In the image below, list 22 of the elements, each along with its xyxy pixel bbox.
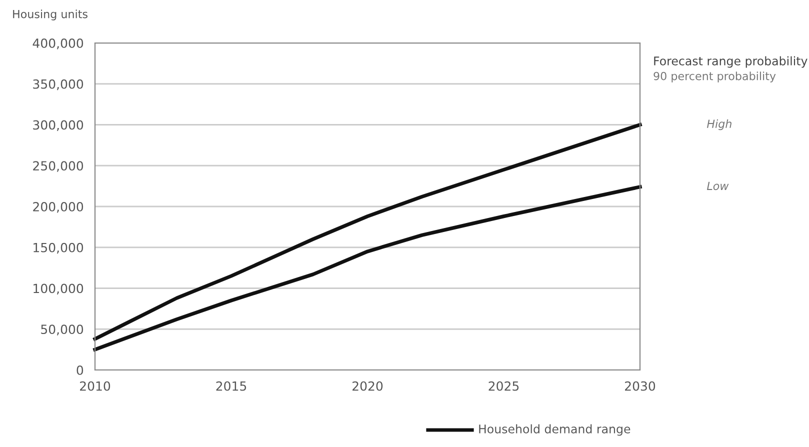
y-tick-label: 400,000 [32, 38, 84, 50]
x-tick-label: 2030 [625, 381, 656, 391]
text: Household demand range [479, 424, 630, 436]
line-series [93, 185, 642, 352]
y-tick-label: 100,000 [34, 284, 84, 294]
y-axis-title: Housing units [13, 10, 88, 20]
y-tick-label: 250,000 [33, 161, 84, 172]
x-tick-label: 2015 [216, 381, 246, 391]
y-tick-label: 0 [76, 365, 84, 375]
x-tick-label: 2010 [80, 381, 110, 391]
text: 90 percent probability [654, 72, 776, 82]
x-tick-label: 2020 [352, 381, 383, 391]
y-tick-label: 50,000 [41, 324, 84, 336]
y-tick-label: 300,000 [33, 120, 84, 131]
text: High [706, 119, 732, 130]
y-tick-label: 150,000 [34, 242, 84, 254]
y-tick-label: 350,000 [33, 79, 84, 90]
x-tick-label: 2025 [488, 381, 519, 391]
line-series [93, 122, 642, 341]
y-tick-label: 200,000 [33, 202, 84, 213]
text: Forecast range probability [654, 56, 808, 68]
text: Low [706, 182, 729, 190]
